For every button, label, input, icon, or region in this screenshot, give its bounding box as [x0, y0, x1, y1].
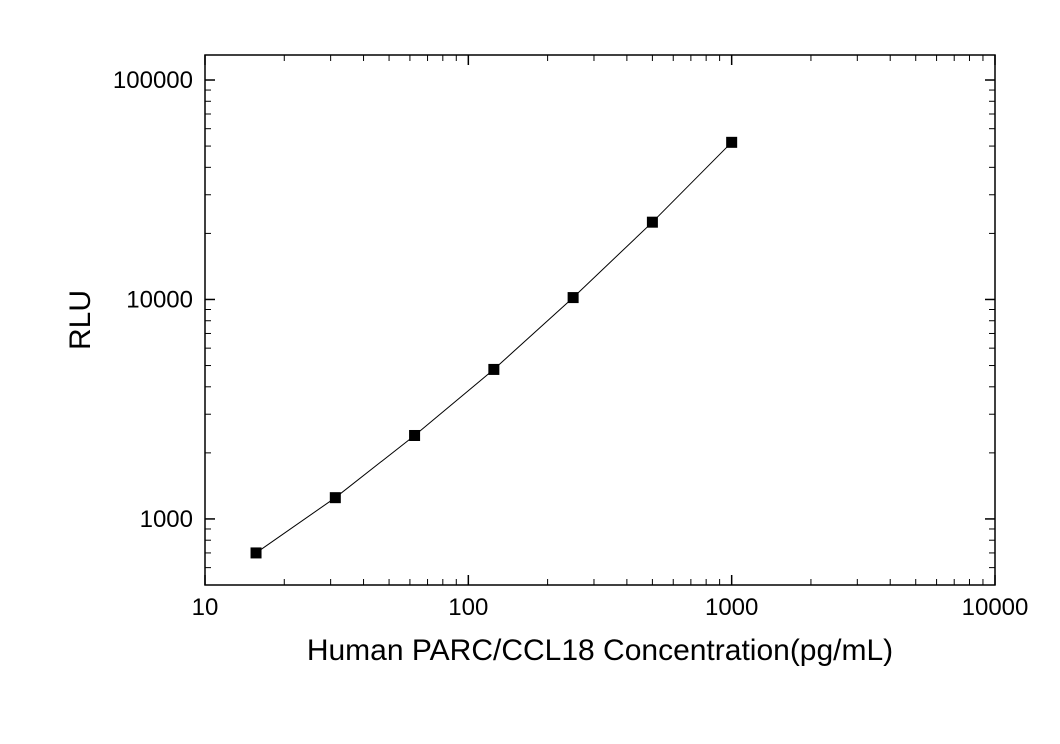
data-point — [251, 548, 261, 558]
y-tick-label: 10000 — [126, 286, 193, 313]
data-point — [330, 493, 340, 503]
data-point — [647, 217, 657, 227]
y-tick-label: 100000 — [113, 67, 193, 94]
data-point — [568, 293, 578, 303]
series-line-standard-curve — [256, 142, 732, 553]
chart-svg: 10 100 1000 10000 1000 10000 100000 Human PARC/… — [0, 0, 1060, 744]
data-point — [410, 430, 420, 440]
y-tick-label: 1000 — [140, 506, 193, 533]
y-axis-label: RLU — [64, 290, 97, 350]
chart-container: 10 100 1000 10000 1000 10000 100000 Human PARC/… — [0, 0, 1060, 744]
x-tick-label: 10000 — [962, 594, 1029, 621]
x-tick-label: 100 — [448, 594, 488, 621]
x-axis-label: Human PARC/CCL18 Concentration(pg/mL) — [307, 634, 893, 667]
x-tick-label: 10 — [192, 594, 219, 621]
x-tick-label: 1000 — [705, 594, 758, 621]
data-point — [727, 137, 737, 147]
data-point — [489, 364, 499, 374]
